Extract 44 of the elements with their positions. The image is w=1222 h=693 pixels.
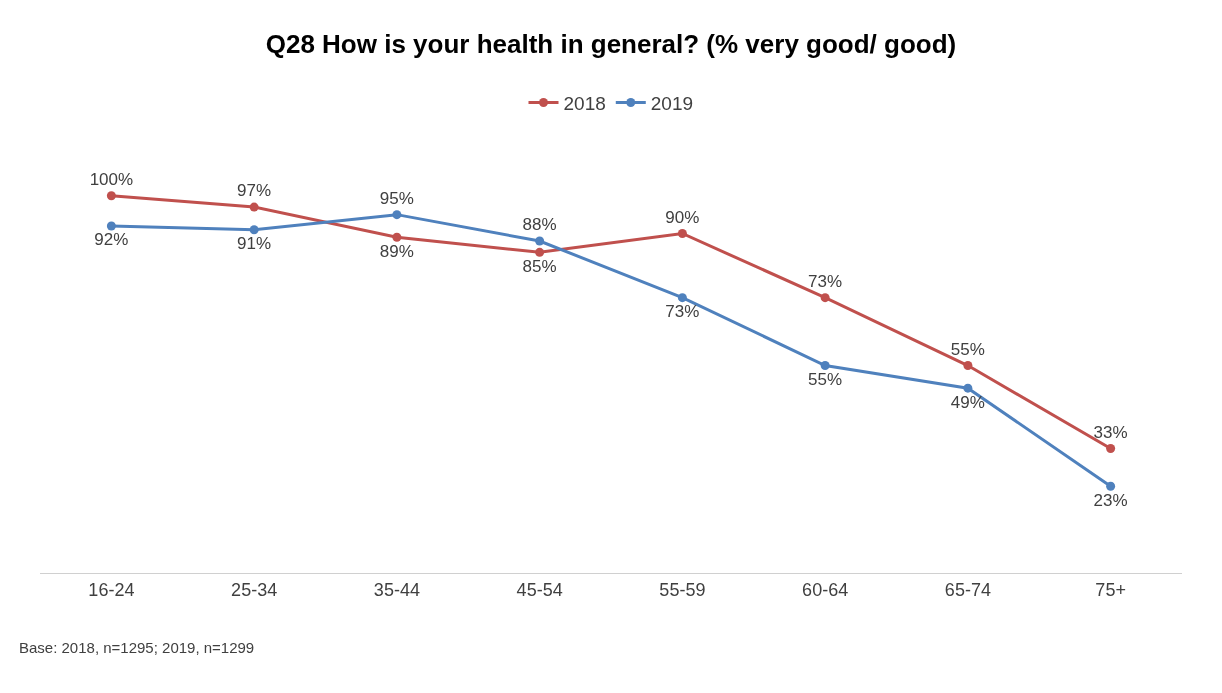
data-label: 100% — [89, 169, 134, 189]
data-label: 97% — [237, 181, 272, 201]
data-label: 33% — [1093, 422, 1128, 442]
point — [106, 191, 116, 201]
chart-title: Q28 How is your health in general? (% very good/ good) — [265, 28, 957, 59]
data-label: 85% — [522, 256, 557, 276]
x-tick-label: 60-64 — [802, 579, 849, 600]
point — [963, 383, 973, 393]
x-tick-label: 45-54 — [516, 579, 563, 600]
x-tick-label: 65-74 — [944, 579, 991, 600]
point — [963, 361, 973, 371]
point — [106, 221, 116, 231]
point — [1106, 481, 1116, 491]
data-label: 49% — [950, 392, 985, 412]
point — [249, 202, 259, 212]
point — [392, 210, 402, 220]
x-tick-label: 55-59 — [659, 579, 706, 600]
data-label: 92% — [94, 230, 129, 250]
data-label: 23% — [1093, 490, 1128, 510]
point — [535, 236, 545, 246]
legend-label: 2018 — [563, 92, 606, 114]
data-label: 95% — [379, 188, 414, 208]
legend-label: 2019 — [650, 92, 694, 114]
x-tick-label: 16-24 — [88, 579, 135, 600]
point — [535, 247, 545, 257]
point — [249, 225, 259, 235]
data-label: 55% — [808, 369, 843, 389]
point — [677, 229, 687, 238]
point — [820, 361, 830, 371]
data-label: 88% — [522, 215, 557, 235]
data-label: 73% — [808, 271, 843, 291]
point — [677, 293, 687, 303]
text: Base: 2018, n=1295; 2019, n=1299 — [19, 639, 255, 656]
data-label: 73% — [665, 302, 700, 322]
point — [820, 293, 830, 303]
point — [392, 232, 402, 242]
point — [1106, 444, 1116, 454]
x-tick-label: 75+ — [1095, 579, 1126, 600]
data-label: 90% — [665, 207, 700, 227]
data-label: 91% — [237, 234, 272, 254]
data-label: 89% — [379, 241, 414, 261]
x-tick-label: 25-34 — [231, 579, 278, 600]
x-tick-label: 35-44 — [373, 579, 420, 600]
data-label: 55% — [950, 339, 985, 359]
